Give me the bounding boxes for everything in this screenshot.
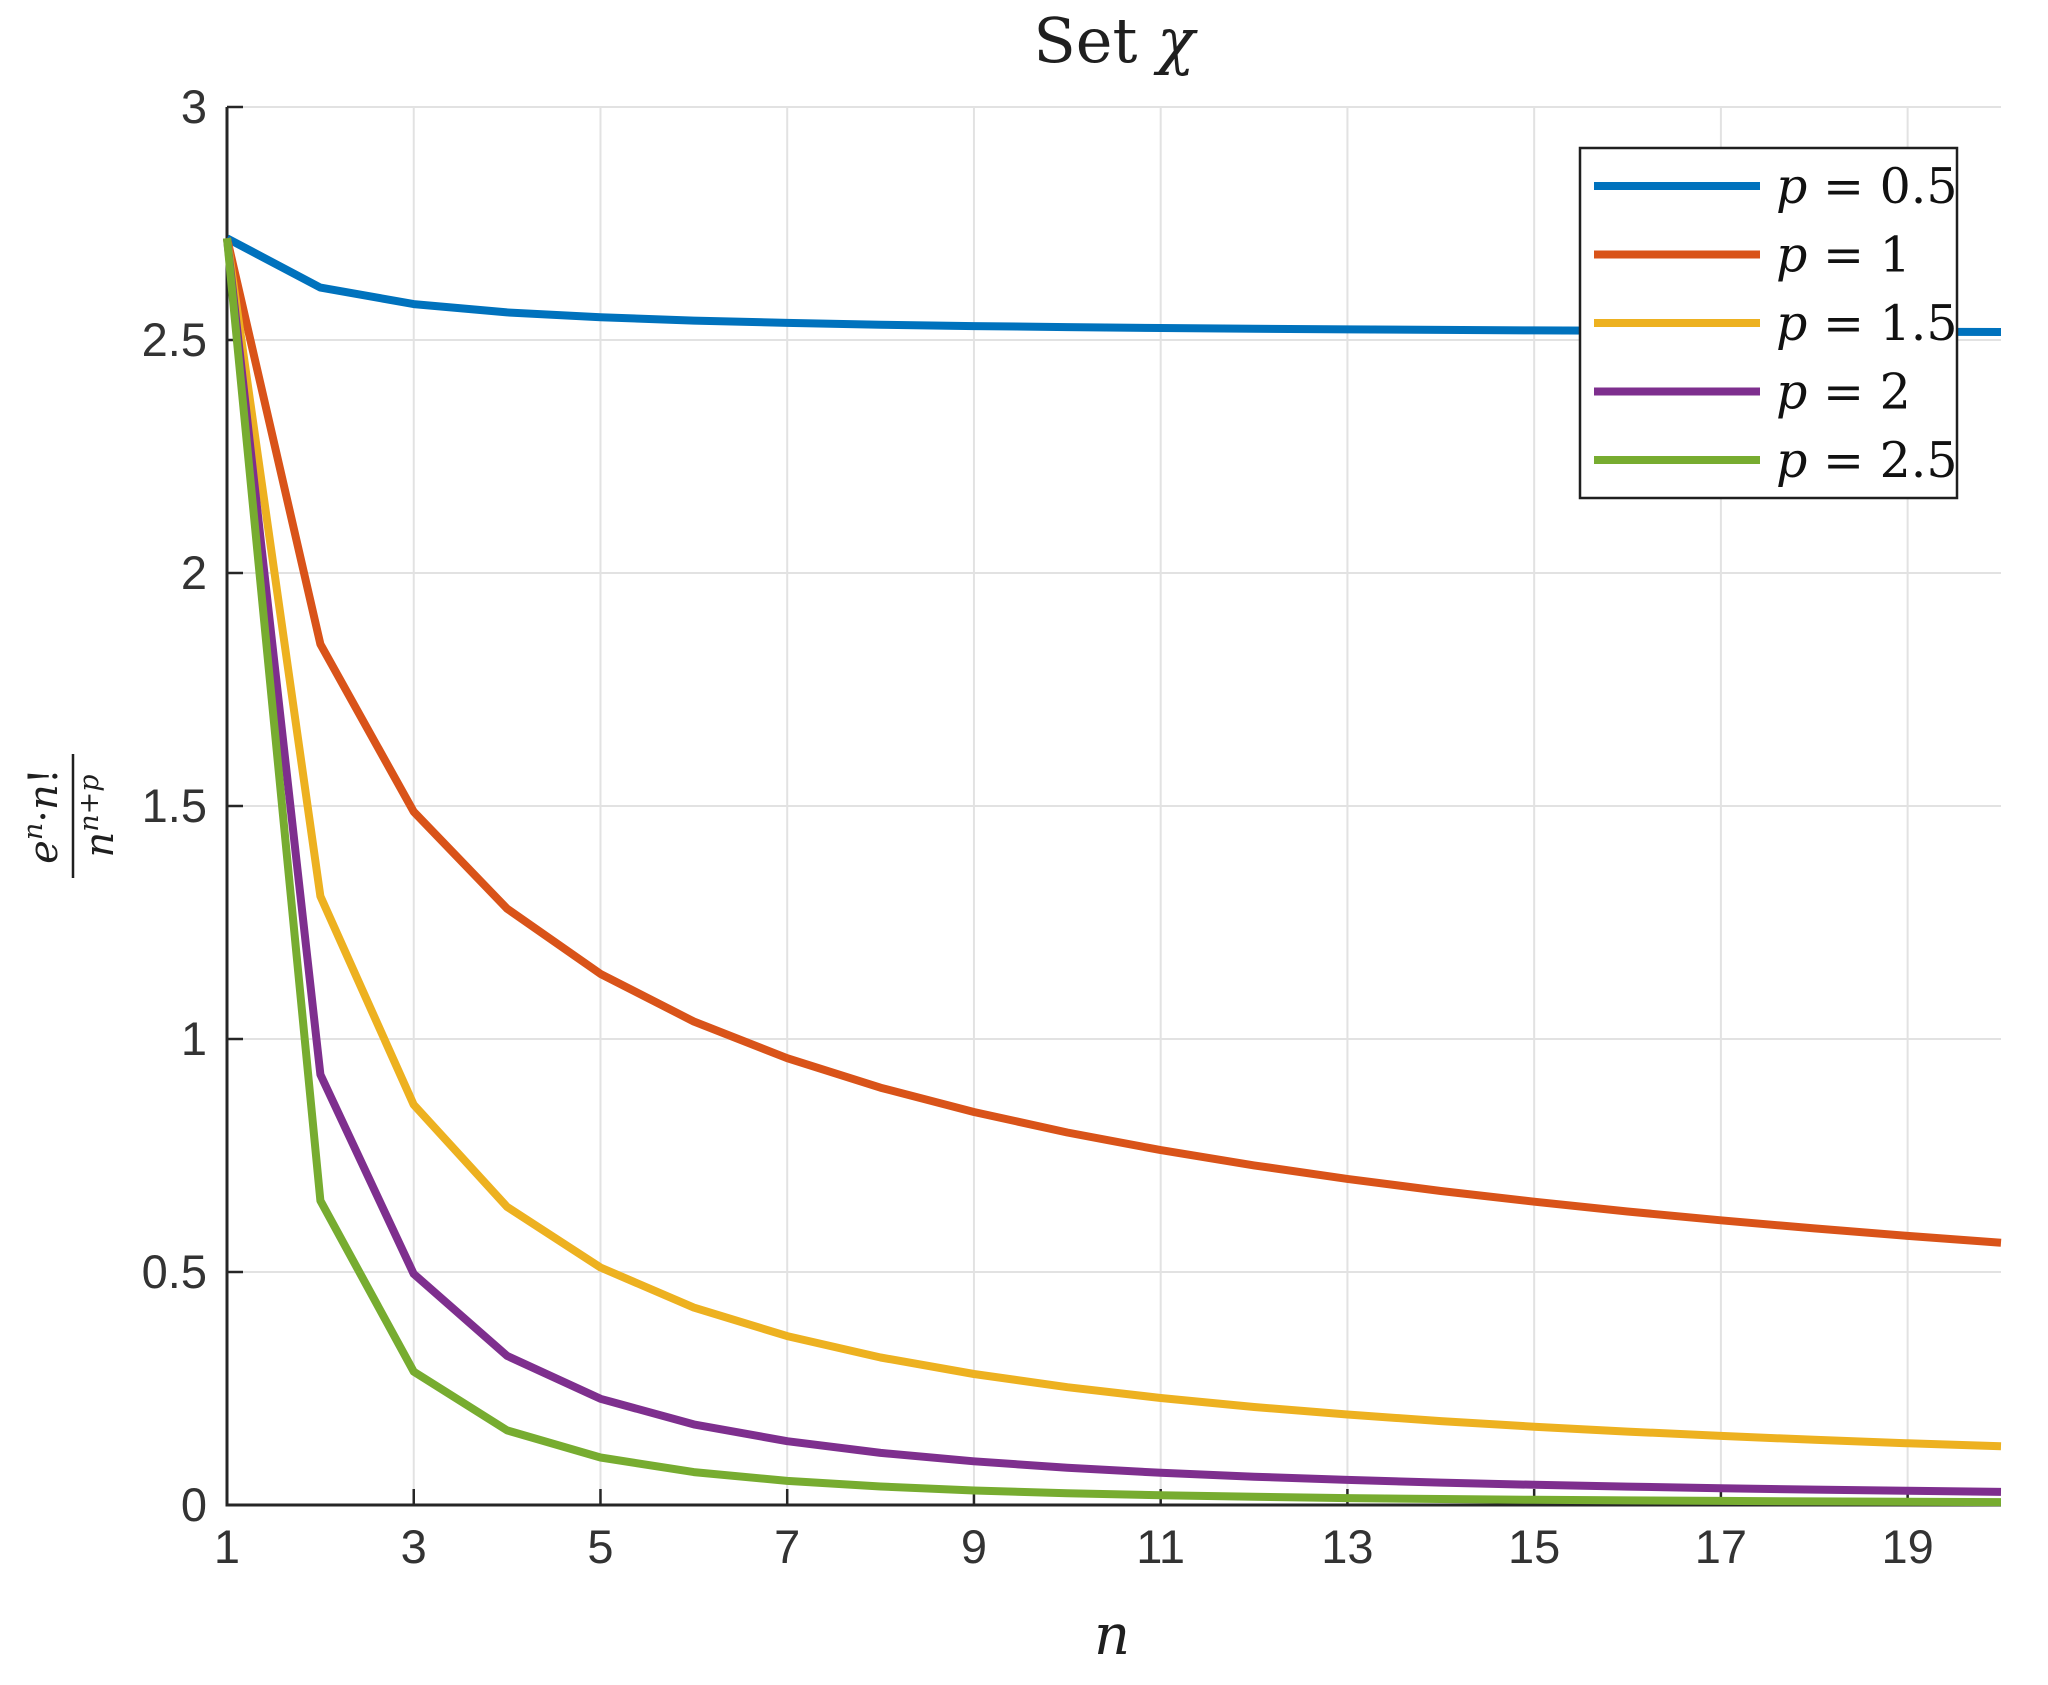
legend-label-var: p	[1776, 158, 1807, 215]
tick-label-x-19: 19	[1881, 1520, 1933, 1573]
tick-label-x-9: 9	[961, 1520, 987, 1573]
tick-label-x-17: 17	[1695, 1520, 1747, 1573]
tick-label-y-0: 0	[181, 1478, 207, 1531]
tick-label-y-1.5: 1.5	[142, 779, 207, 832]
tick-label-x-15: 15	[1508, 1520, 1560, 1573]
ylabel-token: e	[21, 840, 67, 864]
x-axis-label: n	[1094, 1603, 1130, 1668]
legend-label-value: = 0.5	[1807, 158, 1957, 215]
tick-label-x-5: 5	[587, 1520, 613, 1573]
tick-label-y-0.5: 0.5	[142, 1245, 207, 1298]
series-line-p-2	[223, 237, 2002, 1496]
legend-label-value: = 1.5	[1807, 295, 1957, 352]
series-line-p-1.5	[223, 237, 2002, 1451]
tick-label-x-3: 3	[401, 1520, 427, 1573]
chart-title: Set χ	[1033, 4, 1198, 77]
title-math-part: χ	[1153, 4, 1198, 77]
legend-label-var: p	[1776, 432, 1807, 489]
legend-label-1: p = 1	[1776, 227, 1911, 284]
ylabel-token: ·	[21, 810, 67, 823]
legend-label-value: = 2.5	[1807, 432, 1957, 489]
legend-label-var: p	[1776, 227, 1807, 284]
legend-label-value: = 2	[1807, 364, 1910, 421]
tick-label-x-11: 11	[1136, 1520, 1185, 1573]
legend-label-value: = 1	[1807, 227, 1910, 284]
tick-label-x-13: 13	[1321, 1520, 1373, 1573]
legend-label-2: p = 1.5	[1776, 295, 1958, 352]
ylabel-token: n	[77, 832, 123, 858]
tick-label-y-1: 1	[181, 1012, 207, 1065]
ylabel-token: n+p	[74, 774, 105, 831]
tick-label-y-2: 2	[181, 546, 207, 599]
series-line-p-2.5	[223, 237, 2002, 1507]
legend-label-var: p	[1776, 364, 1807, 421]
ylabel-token: !	[21, 768, 67, 784]
title-text-part: Set	[1033, 4, 1157, 77]
legend: p = 0.5p = 1p = 1.5p = 2p = 2.5	[1578, 146, 1959, 500]
y-axis-label-fraction: en·n!nn+p	[18, 754, 123, 878]
series-line-p-1	[223, 237, 2002, 1247]
tick-label-x-1: 1	[214, 1520, 240, 1573]
ylabel-numerator: en·n!	[18, 768, 67, 864]
legend-label-var: p	[1776, 295, 1807, 352]
legend-label-0: p = 0.5	[1776, 158, 1958, 215]
ylabel-denominator: nn+p	[74, 774, 123, 857]
legend-label-4: p = 2.5	[1776, 432, 1958, 489]
y-axis-label: en·n!nn+p	[18, 754, 123, 878]
tick-label-x-7: 7	[774, 1520, 800, 1573]
legend-label-3: p = 2	[1776, 364, 1911, 421]
ylabel-token: n	[18, 823, 49, 840]
tick-label-y-2.5: 2.5	[142, 313, 207, 366]
ylabel-token: n	[21, 784, 67, 810]
tick-label-y-3: 3	[181, 80, 207, 133]
